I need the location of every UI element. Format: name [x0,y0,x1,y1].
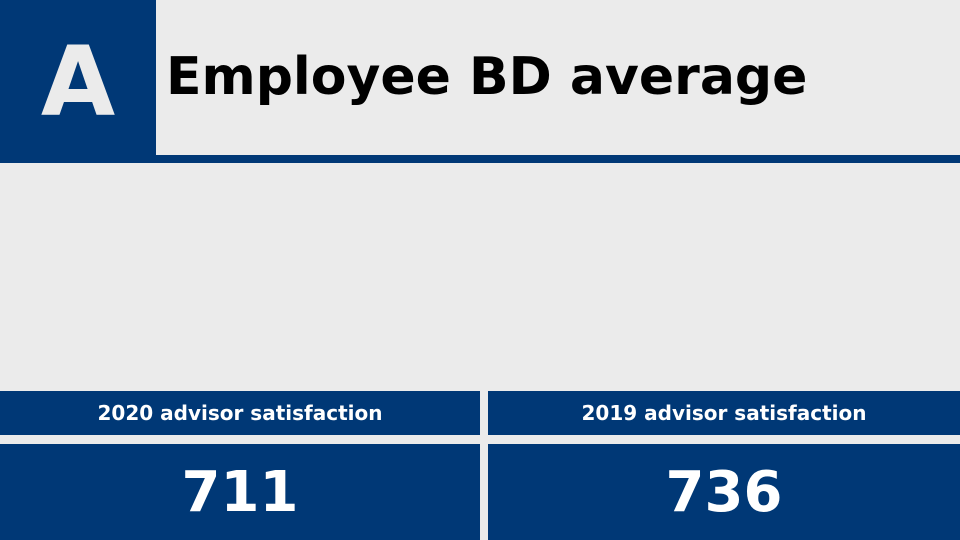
page-title: Employee BD average [166,47,808,107]
grade-badge: A [0,0,156,163]
stat-value-2020-text: 711 [181,459,299,525]
stat-label-2020: 2020 advisor satisfaction [0,391,480,435]
stat-value-2019: 736 [488,444,960,540]
stat-label-2020-text: 2020 advisor satisfaction [97,401,383,425]
stat-value-2020: 711 [0,444,480,540]
stat-value-2019-text: 736 [665,459,783,525]
grade-letter: A [40,25,116,138]
stat-label-2019: 2019 advisor satisfaction [488,391,960,435]
header-divider [0,155,960,163]
stat-label-2019-text: 2019 advisor satisfaction [581,401,867,425]
